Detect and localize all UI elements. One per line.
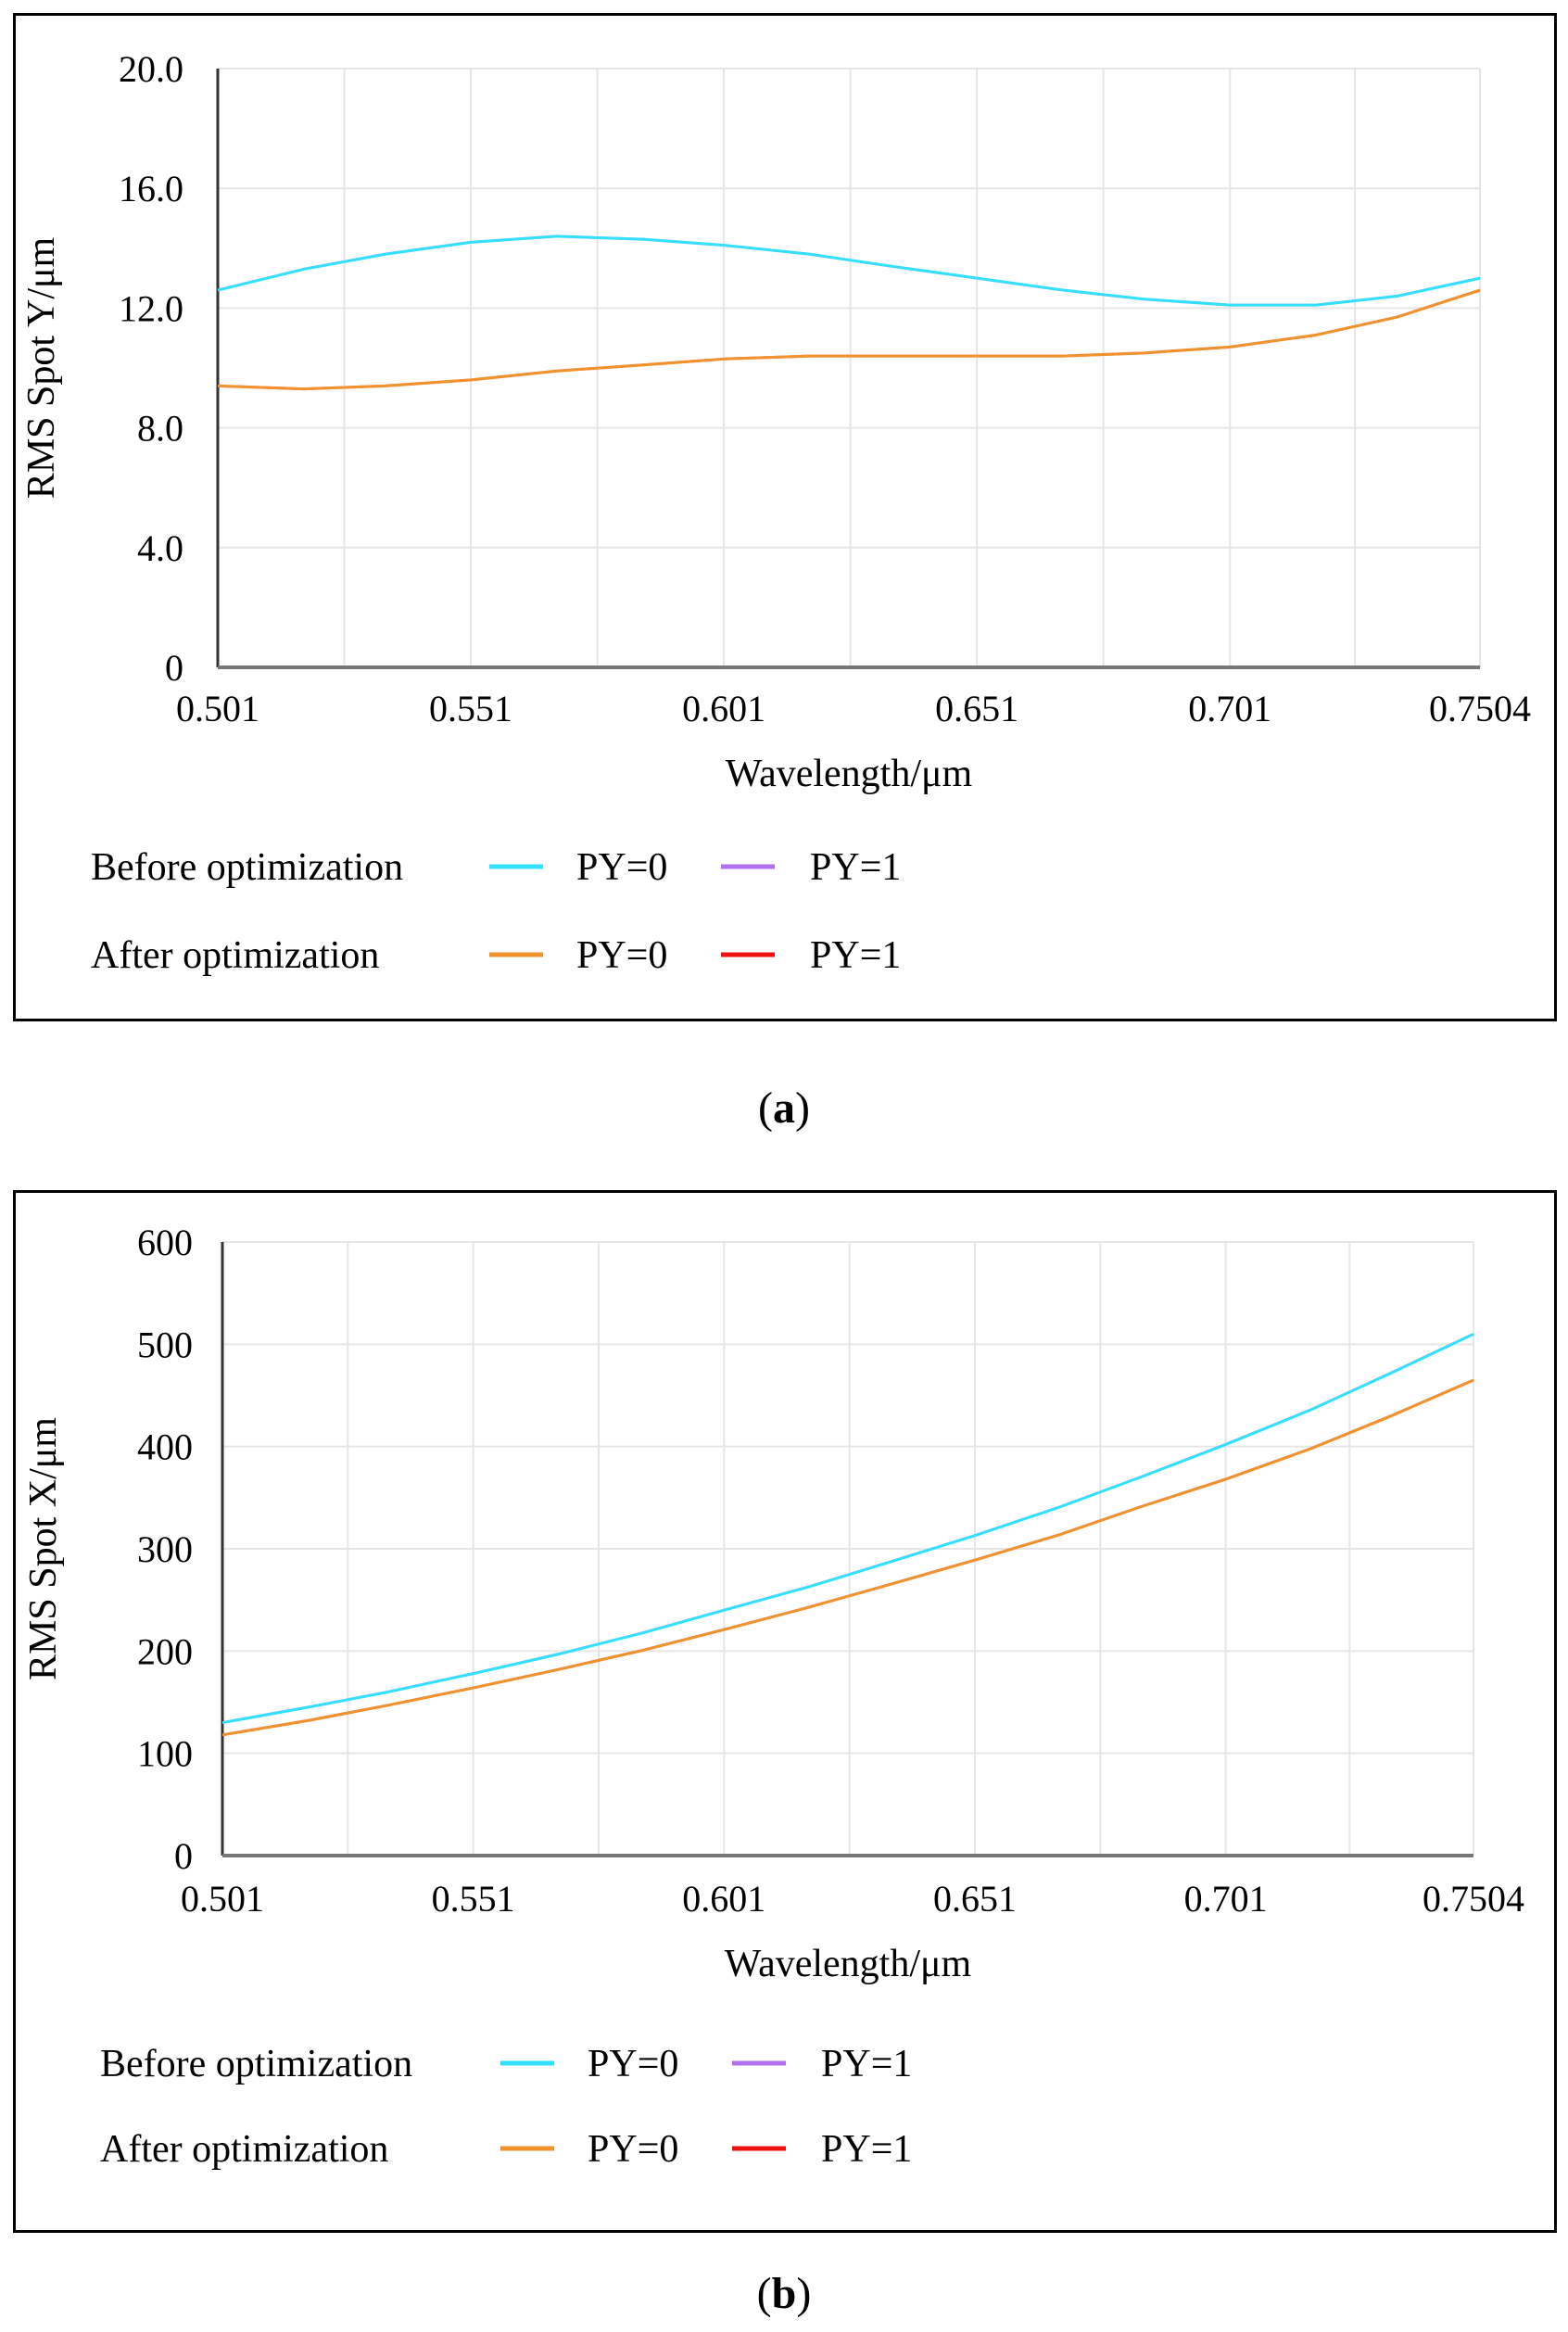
- y-tick-label: 8.0: [137, 408, 183, 450]
- legend-entry-label: PY=1: [810, 846, 901, 889]
- legend-group-label: After optimization: [100, 2128, 388, 2171]
- y-axis-label: RMS Spot X/μm: [22, 1417, 65, 1680]
- x-axis-label: Wavelength/μm: [725, 1943, 972, 1985]
- x-tick-label: 0.7504: [1423, 1878, 1524, 1920]
- y-tick-label: 16.0: [119, 168, 183, 209]
- x-tick-label: 0.501: [176, 688, 259, 729]
- legend-entry-label: PY=1: [810, 934, 901, 977]
- x-axis-label: Wavelength/μm: [726, 753, 973, 795]
- chart-panel-b: [13, 1190, 1557, 2233]
- series-line-py0: [221, 1332, 1474, 1725]
- x-tick-label: 0.501: [181, 1878, 264, 1920]
- legend-group-label: After optimization: [91, 934, 379, 977]
- x-tick-label: 0.651: [935, 688, 1018, 729]
- legend-entry-label: PY=1: [821, 2128, 912, 2171]
- legend-group-label: Before optimization: [100, 2043, 412, 2085]
- y-tick-label: 12.0: [119, 287, 183, 329]
- y-tick-label: 100: [137, 1733, 193, 1775]
- x-tick-label: 0.601: [682, 1878, 765, 1920]
- chart-b: 0.501 0.551 0.601 0.651 0.701 0.7504 0 100 200 30…: [22, 1222, 1524, 2171]
- y-tick-label: 400: [137, 1426, 193, 1468]
- x-tick-label: 0.651: [933, 1878, 1017, 1920]
- x-tick-label: 0.551: [429, 688, 512, 729]
- x-tick-label: 0.551: [432, 1878, 515, 1920]
- caption-a: (a): [758, 1084, 810, 1133]
- y-tick-label: 0: [174, 1835, 193, 1877]
- y-tick-label: 4.0: [137, 527, 183, 569]
- series-line-py0: [221, 1378, 1474, 1737]
- series-line-py0: [217, 288, 1481, 391]
- legend-entry-label: PY=0: [588, 2128, 678, 2171]
- series-line-py1: [221, 1378, 1474, 1737]
- series-line-py1: [221, 1332, 1474, 1725]
- series-line-py1: [217, 234, 1481, 307]
- legend-entry-label: PY=0: [576, 846, 667, 889]
- caption-b-letter: b: [771, 2269, 797, 2318]
- x-tick-label: 0.601: [682, 688, 765, 729]
- y-tick-label: 20.0: [119, 48, 183, 90]
- caption-b: (b): [756, 2269, 812, 2318]
- y-tick-label: 500: [137, 1324, 193, 1365]
- legend-entry-label: PY=1: [821, 2043, 912, 2085]
- x-tick-label: 0.701: [1188, 688, 1271, 729]
- y-axis-label: RMS Spot Y/μm: [20, 236, 63, 499]
- x-tick-label: 0.7504: [1429, 688, 1531, 729]
- x-tick-label: 0.701: [1184, 1878, 1268, 1920]
- chart-panel-a: [13, 13, 1557, 1021]
- caption-a-letter: a: [773, 1084, 795, 1133]
- y-tick-label: 300: [137, 1528, 193, 1570]
- chart-a: 0.501 0.551 0.601 0.651 0.701 0.7504 0 4.0 8.0 12…: [20, 48, 1531, 977]
- series-line-py0: [217, 234, 1481, 307]
- legend-group-label: Before optimization: [91, 846, 403, 889]
- y-tick-label: 0: [165, 647, 183, 689]
- legend-entry-label: PY=0: [588, 2043, 678, 2085]
- legend-entry-label: PY=0: [576, 934, 667, 977]
- y-tick-label: 200: [137, 1630, 193, 1672]
- y-tick-label: 600: [137, 1222, 193, 1263]
